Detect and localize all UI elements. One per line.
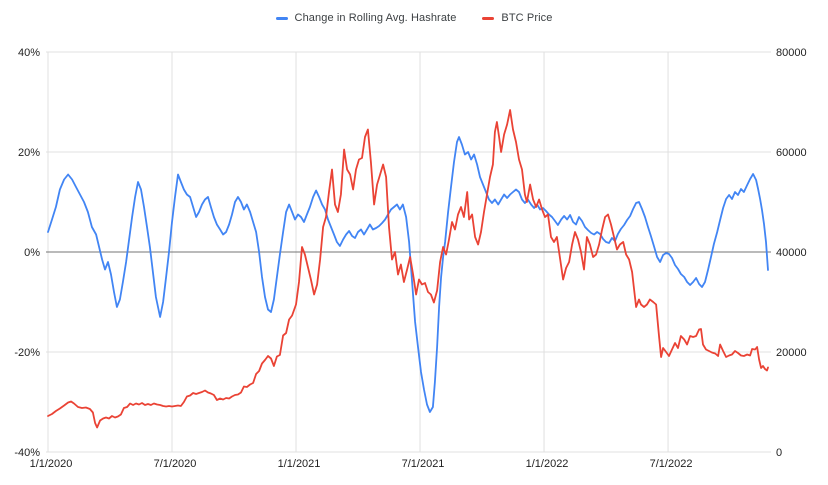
hashrate-legend-swatch-icon [275,16,288,20]
x-axis-label: 7/1/2021 [402,458,445,470]
y-axis-left-label: 0% [24,247,40,259]
hashrate-legend-label: Change in Rolling Avg. Hashrate [294,12,457,24]
btc-price-legend-label: BTC Price [501,12,553,24]
legend-item-btc-price[interactable]: BTC Price [482,12,552,24]
legend-item-hashrate[interactable]: Change in Rolling Avg. Hashrate [275,12,457,24]
x-axis-label: 1/1/2022 [526,458,569,470]
y-axis-right-label: 20000 [776,347,807,359]
btc-price-legend-swatch-icon [482,16,495,20]
btc-price-line [47,109,769,429]
y-axis-right-label: 40000 [776,247,807,259]
hashrate-line [47,136,769,413]
y-axis-right-label: 60000 [776,147,807,159]
y-axis-left-label: -40% [14,447,40,459]
y-axis-left-label: 20% [18,147,40,159]
x-axis-label: 7/1/2020 [154,458,197,470]
y-axis-left-label: -20% [14,347,40,359]
y-axis-right-label: 0 [776,447,782,459]
y-axis-left-label: 40% [18,47,40,59]
y-axis-right-label: 80000 [776,47,807,59]
x-axis-label: 7/1/2022 [650,458,693,470]
chart-legend: Change in Rolling Avg. Hashrate BTC Pric… [0,12,828,24]
x-axis-label: 1/1/2021 [278,458,321,470]
x-axis-label: 1/1/2020 [30,458,73,470]
